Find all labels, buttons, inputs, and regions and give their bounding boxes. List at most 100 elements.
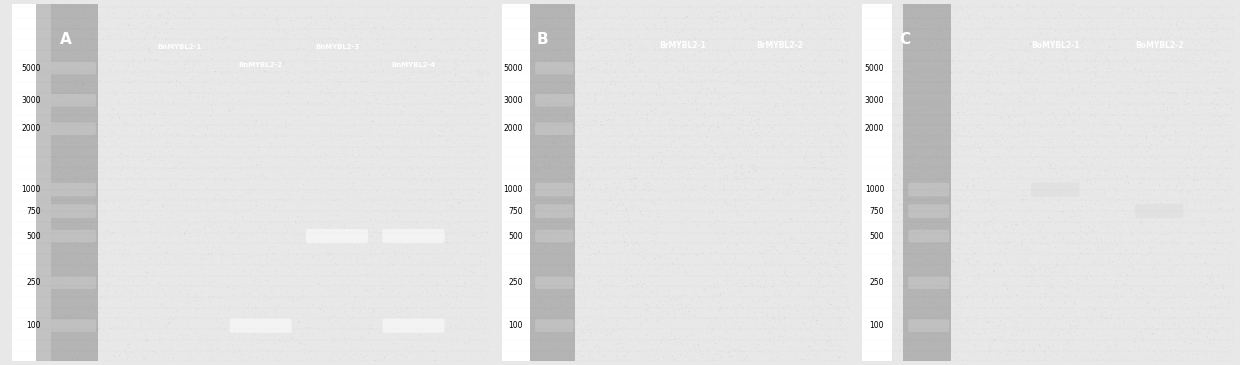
Point	[428, 283, 448, 288]
Point	[167, 78, 187, 84]
Point	[1014, 196, 1034, 202]
Point	[1030, 300, 1050, 306]
Point	[166, 308, 186, 314]
Point	[1097, 343, 1117, 349]
Point	[694, 238, 714, 244]
Point	[372, 320, 392, 326]
Point	[439, 77, 459, 83]
Point	[19, 195, 38, 201]
Point	[248, 90, 268, 96]
Point	[1204, 318, 1224, 324]
Point	[609, 151, 629, 157]
Point	[830, 115, 849, 120]
Point	[563, 127, 583, 132]
Point	[800, 67, 820, 73]
Point	[1058, 174, 1078, 180]
Point	[761, 110, 781, 116]
Point	[419, 111, 439, 116]
Point	[604, 170, 624, 176]
Point	[443, 127, 463, 132]
Point	[1224, 287, 1240, 293]
Point	[401, 72, 420, 78]
Point	[1002, 155, 1022, 161]
Point	[331, 118, 351, 124]
Point	[1116, 118, 1136, 124]
Point	[966, 244, 986, 250]
Point	[559, 120, 579, 126]
Point	[1173, 43, 1193, 49]
Point	[678, 67, 698, 73]
Point	[796, 357, 816, 363]
Point	[58, 165, 78, 170]
Point	[538, 241, 558, 247]
Point	[1177, 158, 1197, 164]
Point	[800, 258, 820, 264]
Point	[507, 336, 527, 342]
Point	[62, 355, 82, 361]
Point	[150, 13, 170, 19]
Point	[1167, 182, 1187, 188]
Point	[172, 46, 192, 52]
Point	[1084, 115, 1104, 120]
Point	[1135, 254, 1154, 260]
Point	[187, 53, 207, 59]
Point	[79, 256, 99, 262]
Point	[941, 314, 961, 320]
Point	[976, 72, 996, 78]
Point	[24, 128, 43, 134]
Point	[236, 351, 255, 357]
Point	[598, 264, 618, 270]
Point	[91, 306, 110, 312]
Point	[999, 114, 1019, 119]
Point	[1104, 339, 1123, 345]
Point	[728, 315, 748, 321]
Point	[467, 68, 487, 73]
Point	[970, 288, 990, 294]
Point	[680, 348, 699, 354]
Point	[448, 245, 467, 251]
Point	[560, 88, 580, 94]
Point	[837, 42, 857, 48]
Point	[9, 169, 29, 174]
Point	[5, 58, 25, 64]
Point	[503, 255, 523, 261]
Point	[1050, 317, 1070, 323]
Point	[620, 165, 640, 171]
Point	[1105, 3, 1125, 9]
Point	[311, 82, 331, 88]
Point	[947, 198, 967, 204]
Point	[702, 289, 722, 295]
Point	[1090, 186, 1110, 192]
Point	[681, 117, 701, 123]
Point	[187, 8, 207, 14]
Point	[836, 253, 856, 259]
Point	[780, 337, 800, 342]
Point	[1044, 310, 1064, 315]
Point	[532, 77, 552, 83]
Point	[1095, 52, 1115, 58]
Point	[683, 127, 703, 133]
Point	[360, 128, 379, 134]
Point	[511, 223, 531, 229]
Point	[196, 132, 216, 138]
Point	[51, 131, 71, 137]
Point	[1198, 231, 1218, 237]
Point	[822, 145, 842, 151]
Point	[725, 100, 745, 106]
Point	[403, 167, 423, 173]
Point	[1171, 284, 1190, 290]
Point	[660, 287, 680, 293]
Point	[184, 160, 203, 165]
Point	[821, 140, 841, 146]
Point	[1052, 132, 1071, 138]
Point	[1156, 262, 1176, 268]
Point	[900, 280, 920, 286]
Point	[725, 58, 745, 64]
Point	[268, 11, 288, 17]
Point	[976, 330, 996, 335]
Point	[502, 303, 522, 309]
Point	[670, 67, 689, 73]
Point	[742, 89, 761, 95]
Point	[42, 41, 62, 47]
Point	[734, 293, 754, 299]
